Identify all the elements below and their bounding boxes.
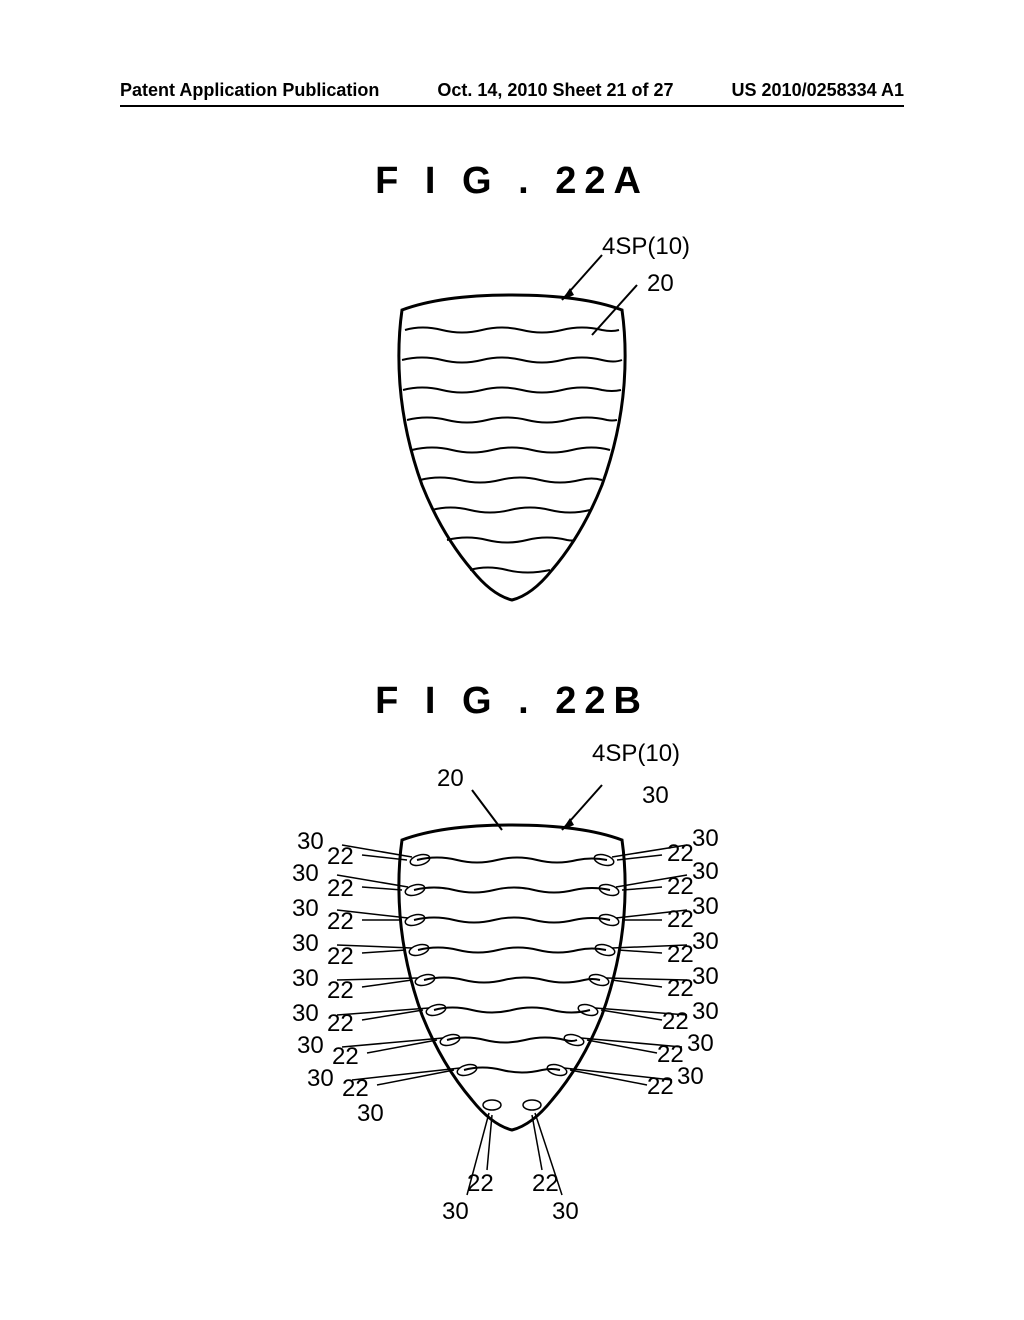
header-middle: Oct. 14, 2010 Sheet 21 of 27 <box>437 80 673 101</box>
label-30-bl: 30 <box>357 1100 384 1128</box>
label-30-l1: 30 <box>292 860 319 888</box>
label-30-r3: 30 <box>692 928 719 956</box>
label-30-l7: 30 <box>307 1065 334 1093</box>
label-22-b0: 22 <box>467 1170 494 1198</box>
figure-22a-title: F I G . 22A <box>0 160 1024 203</box>
label-22-l0: 22 <box>327 843 354 871</box>
label-4sp10-a: 4SP(10) <box>602 233 690 261</box>
label-22-r5: 22 <box>662 1008 689 1036</box>
label-30-r4: 30 <box>692 963 719 991</box>
label-22-r4: 22 <box>667 975 694 1003</box>
label-30-l5: 30 <box>292 1000 319 1028</box>
label-22-r3: 22 <box>667 941 694 969</box>
label-22-l6: 22 <box>332 1043 359 1071</box>
label-22-r2: 22 <box>667 906 694 934</box>
figure-22b: 4SP(10) 20 30 22 30 22 30 22 30 22 30 22… <box>192 745 832 1270</box>
label-4sp10-b: 4SP(10) <box>592 740 680 768</box>
label-30-b1: 30 <box>552 1198 579 1226</box>
label-30-l4: 30 <box>292 965 319 993</box>
label-22-l7: 22 <box>342 1075 369 1103</box>
label-30-r5: 30 <box>692 998 719 1026</box>
label-22-r0: 22 <box>667 840 694 868</box>
label-22-b1: 22 <box>532 1170 559 1198</box>
label-30-l6: 30 <box>297 1032 324 1060</box>
figure-22a: 4SP(10) 20 <box>292 225 732 630</box>
label-30-l0: 30 <box>297 828 324 856</box>
label-22-r1: 22 <box>667 873 694 901</box>
label-30-r0-top: 30 <box>642 782 669 810</box>
label-22-l2: 22 <box>327 908 354 936</box>
header-divider <box>120 105 904 107</box>
header-right: US 2010/0258334 A1 <box>732 80 904 101</box>
label-22-l5: 22 <box>327 1010 354 1038</box>
label-30-l2: 30 <box>292 895 319 923</box>
label-22-l1: 22 <box>327 875 354 903</box>
label-30-r7: 30 <box>677 1063 704 1091</box>
header-left: Patent Application Publication <box>120 80 379 101</box>
figure-22b-svg <box>192 745 832 1265</box>
label-20-a: 20 <box>647 270 674 298</box>
label-30-b0: 30 <box>442 1198 469 1226</box>
label-22-l4: 22 <box>327 977 354 1005</box>
label-30-r1: 30 <box>692 858 719 886</box>
label-30-r6: 30 <box>687 1030 714 1058</box>
label-22-r7: 22 <box>647 1073 674 1101</box>
label-22-l3: 22 <box>327 943 354 971</box>
label-30-l3: 30 <box>292 930 319 958</box>
patent-header: Patent Application Publication Oct. 14, … <box>0 80 1024 101</box>
figure-22b-title: F I G . 22B <box>0 680 1024 723</box>
label-30-r2: 30 <box>692 893 719 921</box>
label-20-b: 20 <box>437 765 464 793</box>
label-30-r0: 30 <box>692 825 719 853</box>
